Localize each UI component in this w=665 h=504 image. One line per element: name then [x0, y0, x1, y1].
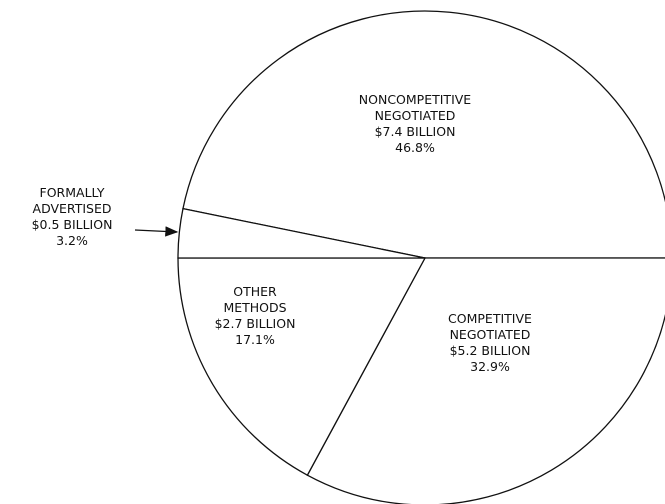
category-label: NONCOMPETITIVE NEGOTIATED — [359, 92, 472, 123]
callout-arrow — [134, 226, 179, 237]
amount-label: $7.4 BILLION — [375, 124, 456, 139]
pie-slice — [177, 257, 427, 477]
pie-slice — [306, 257, 665, 504]
value-label: 46.8% — [395, 140, 435, 155]
amount-label: $5.2 BILLION — [450, 343, 531, 358]
amount-label: $0.5 BILLION — [32, 217, 113, 232]
amount-label: $2.7 BILLION — [215, 316, 296, 331]
value-label: 32.9% — [470, 359, 510, 374]
category-label: COMPETITIVE NEGOTIATED — [448, 311, 532, 342]
category-label: FORMALLY ADVERTISED — [33, 185, 112, 216]
pie-slice — [182, 10, 665, 259]
value-label: 17.1% — [235, 332, 275, 347]
value-label: 3.2% — [56, 233, 88, 248]
category-label: OTHER METHODS — [223, 284, 286, 315]
pie-slice — [177, 207, 426, 259]
